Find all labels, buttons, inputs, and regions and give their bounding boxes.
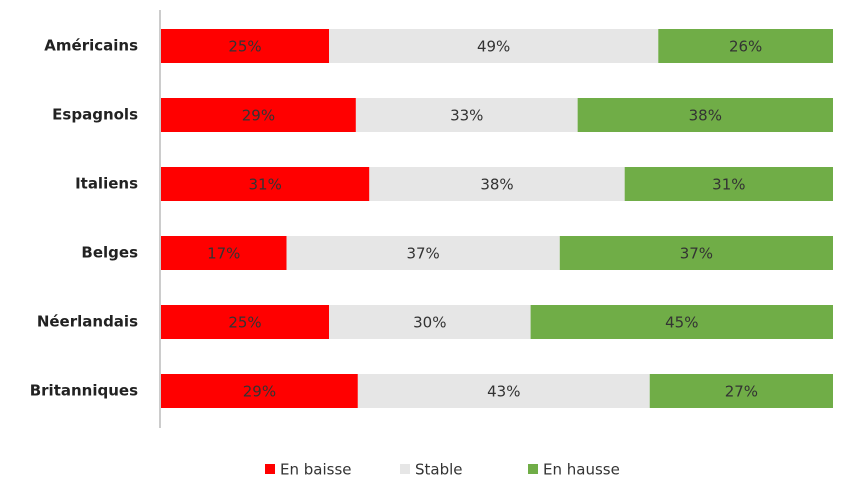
bar-segment (329, 29, 659, 63)
data-label: 38% (689, 107, 722, 125)
bar-segment (329, 305, 531, 339)
legend-label: Stable (415, 461, 463, 479)
data-label: 25% (228, 38, 261, 56)
bar-segment (161, 374, 358, 408)
bar-segment (161, 305, 329, 339)
bar-segment (357, 374, 650, 408)
category-label: Italiens (75, 175, 138, 193)
data-label: 45% (665, 314, 698, 332)
bar-segment (161, 236, 287, 270)
category-label: Espagnols (52, 106, 138, 124)
bar-segment (286, 236, 560, 270)
bar-segment (161, 167, 370, 201)
legend-label: En hausse (543, 461, 620, 479)
category-label: Belges (81, 244, 138, 262)
bar-segment (577, 98, 833, 132)
legend-swatch (400, 464, 410, 474)
bar-segment (530, 305, 833, 339)
category-label: Américains (44, 37, 138, 55)
bar-segment (355, 98, 578, 132)
data-label: 37% (680, 245, 713, 263)
bar-segment (624, 167, 833, 201)
bar-segment (369, 167, 625, 201)
bar-segment (559, 236, 833, 270)
data-label: 29% (242, 107, 275, 125)
data-label: 17% (207, 245, 240, 263)
data-label: 31% (248, 176, 281, 194)
data-label: 27% (725, 383, 758, 401)
category-label: Britanniques (30, 382, 138, 400)
data-label: 26% (729, 38, 762, 56)
data-label: 38% (480, 176, 513, 194)
data-label: 29% (243, 383, 276, 401)
data-label: 31% (712, 176, 745, 194)
legend-swatch (265, 464, 275, 474)
data-label: 49% (477, 38, 510, 56)
legend-swatch (528, 464, 538, 474)
data-label: 25% (228, 314, 261, 332)
category-label: Néerlandais (37, 313, 138, 331)
bar-segment (161, 29, 329, 63)
data-label: 30% (413, 314, 446, 332)
bar-segment (161, 98, 356, 132)
data-label: 37% (406, 245, 439, 263)
data-label: 43% (487, 383, 520, 401)
bar-segment (658, 29, 833, 63)
bar-segment (649, 374, 833, 408)
legend-label: En baisse (280, 461, 352, 479)
data-label: 33% (450, 107, 483, 125)
